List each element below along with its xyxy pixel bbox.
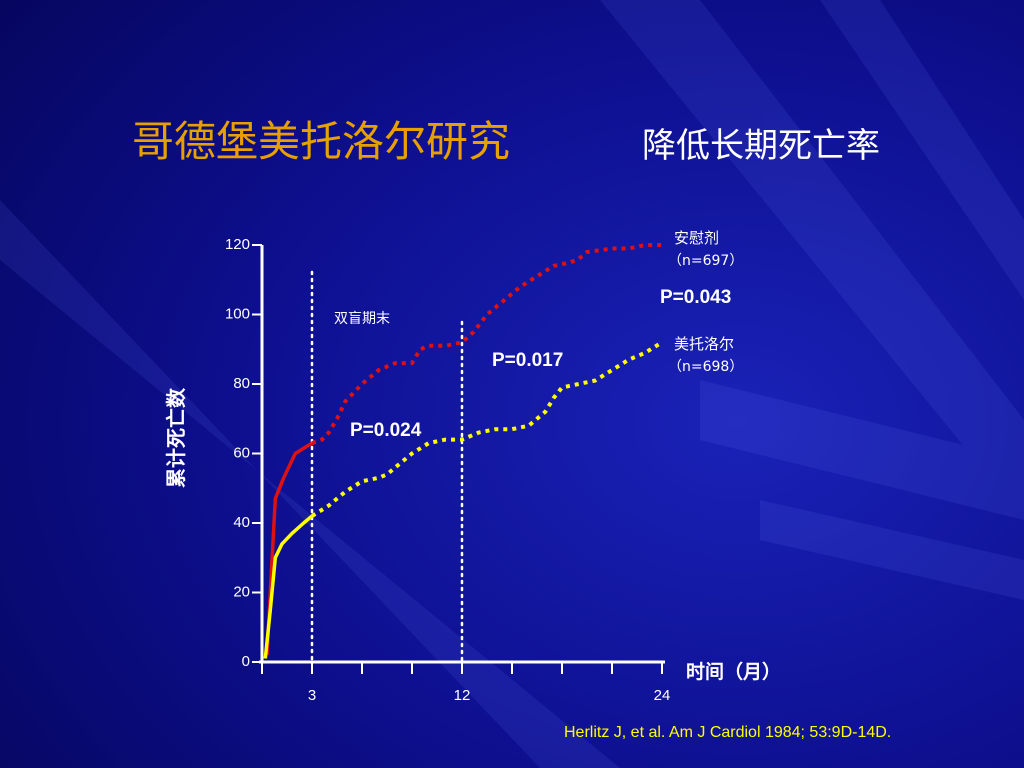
metoprolol-legend-n: （n=698） xyxy=(668,359,743,375)
placebo-line-dotted xyxy=(311,243,662,445)
y-tick-label: 60 xyxy=(233,445,250,462)
double-blind-end-label: 双盲期末 xyxy=(334,310,390,327)
placebo-line-solid xyxy=(265,441,313,656)
y-axis-label: 累计死亡数 xyxy=(164,387,188,488)
y-tick-label: 0 xyxy=(242,653,250,670)
p-value-24mo: P=0.043 xyxy=(660,287,731,308)
slide-subtitle: 降低长期死亡率 xyxy=(642,126,880,166)
x-tick-label: 24 xyxy=(654,687,671,704)
y-tick-label: 20 xyxy=(233,584,250,601)
y-tick-label: 80 xyxy=(233,375,250,392)
y-tick-label: 120 xyxy=(225,236,250,253)
slide-title: 哥德堡美托洛尔研究 xyxy=(132,117,511,166)
y-tick-label: 40 xyxy=(233,514,250,531)
x-tick-label: 3 xyxy=(308,687,316,704)
y-tick-label: 100 xyxy=(225,306,250,323)
citation: Herlitz J, et al. Am J Cardiol 1984; 53:… xyxy=(564,724,892,741)
p-value-12mo: P=0.017 xyxy=(492,350,563,371)
p-value-3mo: P=0.024 xyxy=(350,420,422,441)
placebo-legend-n: （n=697） xyxy=(668,253,743,269)
x-axis-label: 时间（月） xyxy=(686,660,781,683)
placebo-legend-name: 安慰剂 xyxy=(674,229,719,247)
metoprolol-legend-name: 美托洛尔 xyxy=(674,335,734,353)
x-tick-label: 12 xyxy=(454,687,471,704)
